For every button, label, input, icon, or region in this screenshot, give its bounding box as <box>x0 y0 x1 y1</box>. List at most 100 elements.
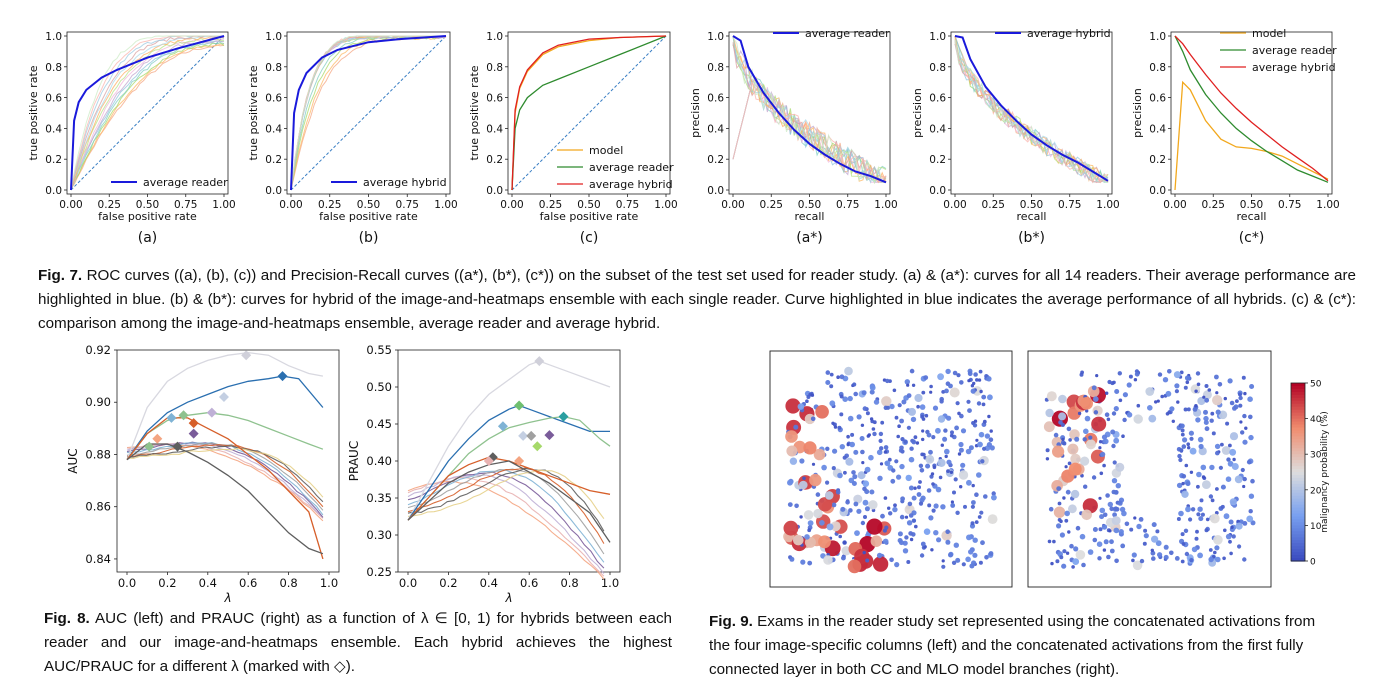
x-tick-label: 1.0 <box>601 576 619 590</box>
exam-point <box>1165 390 1172 397</box>
exam-point <box>1103 438 1109 445</box>
exam-point <box>952 490 956 495</box>
exam-point <box>1098 527 1103 532</box>
exam-point <box>857 471 866 480</box>
exam-point <box>968 549 974 555</box>
fig7-panel-c*: 0.00 0.25 0.50 0.75 1.00 0.0 0.2 0.4 0.6 0.8 1.0 re… <box>1131 27 1340 246</box>
exam-point <box>842 396 848 403</box>
exam-point <box>937 373 944 381</box>
exam-point <box>869 489 875 495</box>
exam-point <box>1079 533 1086 540</box>
colorbar-segment <box>1291 543 1305 547</box>
x-tick-label: 0.8 <box>279 576 297 590</box>
exam-point <box>1208 494 1214 499</box>
exam-point <box>979 389 983 394</box>
exam-point <box>872 556 889 572</box>
individual-curve <box>70 38 225 189</box>
exam-point <box>1246 459 1252 465</box>
exam-point <box>859 436 865 441</box>
exam-point <box>1210 411 1215 416</box>
exam-point <box>850 432 855 437</box>
exam-point <box>1061 437 1065 442</box>
exam-point <box>809 473 822 487</box>
exam-point <box>785 430 798 443</box>
exam-point <box>946 415 952 421</box>
individual-curve <box>954 35 1109 183</box>
exam-point <box>957 452 962 456</box>
exam-point <box>908 407 916 416</box>
colorbar-segment <box>1291 433 1305 437</box>
exam-point <box>1139 558 1145 564</box>
exam-point <box>853 494 863 504</box>
exam-point <box>1237 544 1242 549</box>
exam-point <box>803 441 817 455</box>
exam-point <box>1248 434 1254 441</box>
exam-point <box>1056 486 1062 491</box>
exam-point <box>1197 396 1206 406</box>
exam-point <box>1197 552 1203 559</box>
y-tick-label: 0.25 <box>366 565 392 579</box>
exam-point <box>923 528 931 535</box>
x-tick-label: 1.00 <box>1096 199 1119 211</box>
exam-point <box>842 540 847 545</box>
exam-point <box>910 416 917 423</box>
colorbar-segment <box>1291 552 1305 556</box>
exam-point <box>1240 467 1245 473</box>
individual-curve <box>70 40 225 191</box>
exam-point <box>1082 437 1087 442</box>
exam-point <box>1190 507 1196 512</box>
exam-point <box>975 378 979 382</box>
exam-point <box>1102 512 1108 518</box>
exam-point <box>1102 548 1107 552</box>
exam-point <box>787 479 793 486</box>
exam-point <box>1186 407 1191 412</box>
exam-point <box>880 513 885 519</box>
exam-point <box>844 366 853 376</box>
exam-point <box>1109 548 1115 554</box>
exam-point <box>799 480 808 490</box>
exam-point <box>1101 524 1108 530</box>
colorbar-segment <box>1291 460 1305 464</box>
exam-point <box>979 510 984 515</box>
fig8-caption: Fig. 8. AUC (left) and PRAUC (right) as … <box>44 607 672 679</box>
exam-point <box>944 454 948 459</box>
individual-curve <box>954 35 1109 184</box>
exam-point <box>1181 490 1189 498</box>
hybrid-curve-main <box>407 360 611 521</box>
exam-point <box>839 374 845 380</box>
exam-point <box>804 536 816 548</box>
colorbar-segment <box>1291 451 1305 455</box>
exam-point <box>918 480 922 484</box>
exam-point <box>1136 403 1141 408</box>
exam-point <box>853 449 859 455</box>
exam-point <box>861 461 865 465</box>
exam-point <box>1250 478 1255 484</box>
colorbar-segment <box>1291 388 1305 393</box>
colorbar-segment <box>1291 489 1305 494</box>
exam-point <box>877 475 883 481</box>
y-tick-label: 0.88 <box>85 447 111 461</box>
colorbar-segment <box>1291 412 1305 417</box>
exam-point <box>881 396 892 407</box>
exam-point <box>1189 436 1194 441</box>
individual-curve <box>954 35 1109 183</box>
x-tick-label: 0.50 <box>577 199 600 211</box>
exam-point <box>952 370 958 376</box>
exam-point <box>1192 407 1198 412</box>
exam-point <box>1053 506 1066 518</box>
optimum-marker <box>188 418 199 429</box>
exam-point <box>1248 493 1255 499</box>
y-axis-label: AUC <box>66 448 80 473</box>
exam-point <box>852 474 858 480</box>
y-tick-label: 0.90 <box>85 395 111 409</box>
exam-point <box>1122 392 1128 398</box>
exam-point <box>883 445 889 450</box>
exam-point <box>1105 493 1110 498</box>
colorbar-tick-label: 0 <box>1310 558 1316 568</box>
exam-point <box>929 390 933 394</box>
panel-sublabel: (b*) <box>1018 230 1045 246</box>
y-tick-label: 1.0 <box>929 31 946 43</box>
exam-point <box>789 556 795 562</box>
exam-point <box>1180 428 1185 433</box>
exam-point <box>916 404 920 409</box>
